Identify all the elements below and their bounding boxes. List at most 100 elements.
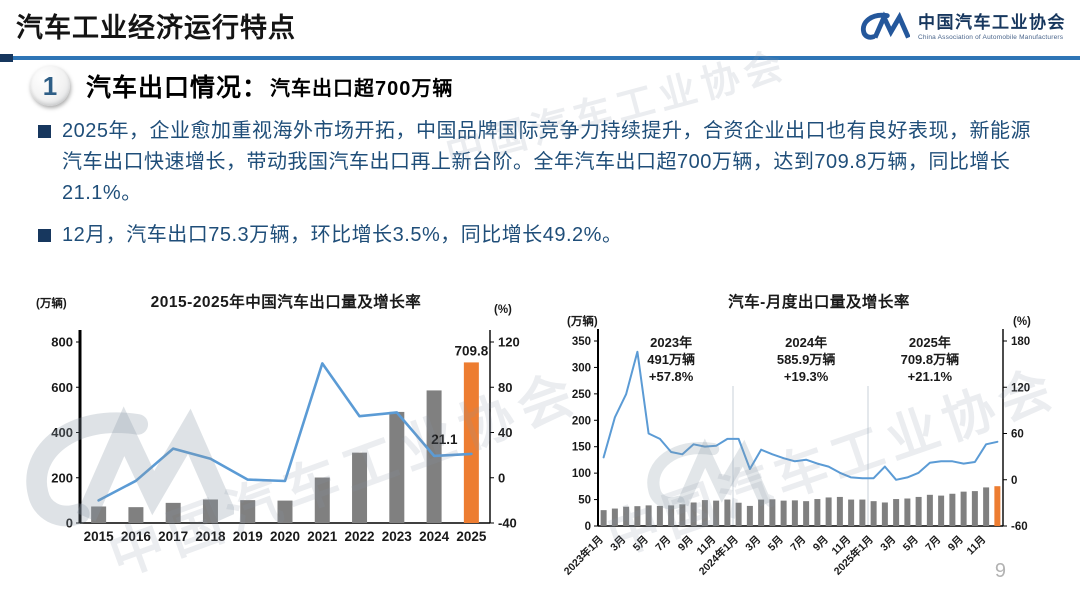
left-tick-label: 350: [572, 336, 591, 348]
left-tick-label: 0: [585, 521, 591, 533]
bar: [859, 499, 866, 526]
monthly-export-chart: 汽车-月度出口量及增长率 (万辆) (%) 0 50 100 150 200 250 300 350…: [561, 292, 1031, 578]
x-tick-label: 3月: [743, 534, 763, 554]
cm-logo-icon: [860, 11, 910, 40]
bullet-square-icon: [38, 229, 51, 242]
section-number: 1: [42, 70, 58, 101]
bar: [600, 510, 607, 526]
x-tick-label: 2016: [121, 529, 152, 544]
bar: [836, 496, 843, 526]
x-tick-label: 7月: [923, 534, 943, 554]
line-value-label: 21.1: [431, 432, 458, 447]
bar: [701, 500, 708, 526]
right-tick-label: 0: [498, 470, 505, 485]
bar: [623, 506, 630, 526]
right-tick-label: 180: [1011, 336, 1030, 348]
left-tick-label: 800: [51, 335, 73, 350]
bar: [746, 505, 753, 526]
left-tick-label: 200: [572, 415, 591, 427]
left-axis-unit: (万辆): [567, 314, 598, 328]
header-divider: [0, 54, 1080, 62]
x-tick-label: 2025: [456, 529, 487, 544]
bar: [758, 499, 765, 526]
year-annotation: +19.3%: [784, 369, 829, 384]
left-tick-label: 0: [66, 516, 73, 531]
bar: [949, 493, 956, 526]
bullet-list: 2025年，企业愈加重视海外市场开拓，中国品牌国际竞争力持续提升，合资企业出口也…: [38, 116, 1046, 262]
bar: [668, 505, 675, 526]
bar: [960, 491, 967, 526]
org-logo: 中国汽车工业协会 China Association of Automobile…: [858, 8, 1066, 46]
right-tick-label: 80: [498, 380, 512, 395]
bar: [904, 498, 911, 526]
year-annotation: 585.9万辆: [777, 352, 836, 367]
bar: [91, 506, 107, 523]
x-tick-label: 2023年1月: [561, 533, 606, 578]
x-tick-label: 2017: [158, 529, 188, 544]
x-tick-label: 3月: [608, 534, 628, 554]
bar: [735, 502, 742, 526]
left-tick-label: 100: [572, 468, 591, 480]
left-tick-label: 200: [51, 470, 73, 485]
left-tick-label: 250: [572, 389, 591, 401]
bar: [881, 502, 888, 526]
logo-text: 中国汽车工业协会 China Association of Automobile…: [918, 13, 1066, 41]
bar: [769, 499, 776, 526]
right-tick-label: 0: [1011, 475, 1017, 487]
bar: [971, 491, 978, 526]
chart-title: 汽车-月度出口量及增长率: [728, 292, 910, 311]
right-tick-label: 40: [498, 425, 512, 440]
x-tick-label: 7月: [788, 534, 808, 554]
left-tick-label: 150: [572, 442, 591, 454]
left-tick-label: 300: [572, 362, 591, 374]
x-tick-label: 9月: [676, 534, 696, 554]
bar: [352, 452, 368, 523]
bar: [803, 501, 810, 526]
x-tick-label: 11月: [964, 534, 988, 558]
bar: [202, 499, 218, 523]
right-tick-label: -60: [1011, 521, 1028, 533]
bar: [463, 362, 479, 523]
year-annotation: 709.8万辆: [901, 352, 960, 367]
x-tick-label: 9月: [811, 534, 831, 554]
bullet-square-icon: [38, 125, 51, 138]
section-header: 1 汽车出口情况： 汽车出口超700万辆: [30, 66, 453, 106]
x-tick-label: 2019: [233, 529, 263, 544]
bar: [915, 496, 922, 526]
bar: [983, 487, 990, 526]
x-tick-label: 5月: [631, 534, 651, 554]
bar-value-label: 709.8: [454, 343, 488, 358]
bar: [314, 477, 330, 523]
year-annotation: 2023年: [650, 335, 692, 350]
chart-title: 2015-2025年中国汽车出口量及增长率: [151, 292, 422, 311]
bar: [690, 502, 697, 526]
bar: [634, 506, 641, 526]
x-tick-label: 7月: [653, 534, 673, 554]
growth-line: [97, 362, 473, 502]
bar: [870, 501, 877, 526]
x-tick-label: 2022: [345, 529, 375, 544]
section-number-badge: 1: [30, 66, 70, 106]
bar: [814, 499, 821, 526]
x-tick-label: 2023: [382, 529, 413, 544]
year-annotation: 2025年: [909, 335, 951, 350]
right-tick-label: 120: [498, 335, 520, 350]
bar: [994, 486, 1001, 526]
bar: [724, 499, 731, 526]
x-tick-label: 5月: [901, 534, 921, 554]
bullet-text: 12月，汽车出口75.3万辆，环比增长3.5%，同比增长49.2%。: [62, 224, 623, 246]
x-tick-label: 3月: [878, 534, 898, 554]
bullet-text: 2025年，企业愈加重视海外市场开拓，中国品牌国际竞争力持续提升，合资企业出口也…: [62, 120, 1031, 204]
x-tick-label: 2020: [270, 529, 300, 544]
annual-export-chart: 2015-2025年中国汽车出口量及增长率(万辆) (%)020040060080…: [36, 292, 520, 544]
bar: [165, 502, 181, 523]
x-tick-label: 9月: [946, 534, 966, 554]
bullet-item: 2025年，企业愈加重视海外市场开拓，中国品牌国际竞争力持续提升，合资企业出口也…: [38, 116, 1046, 209]
bar: [791, 500, 798, 526]
bar: [389, 411, 405, 523]
bar: [240, 500, 256, 523]
x-tick-label: 2021: [307, 529, 338, 544]
x-tick-label: 5月: [766, 534, 786, 554]
logo-name-en: China Association of Automobile Manufact…: [918, 34, 1064, 41]
